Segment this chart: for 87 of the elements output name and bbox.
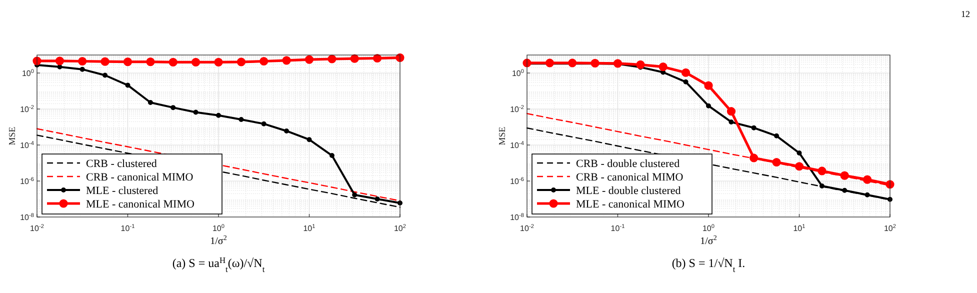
point	[193, 110, 198, 115]
point	[819, 183, 824, 188]
y-axis-title: MSE	[497, 126, 507, 146]
point	[55, 56, 64, 66]
x-tick-label: 10$^{2}$	[394, 224, 406, 233]
y-tick-label: 10$^{0}$	[512, 69, 524, 78]
y-tick-label: 10$^{-8}$	[510, 213, 524, 222]
point	[261, 121, 266, 126]
legend-label: CRB - canonical MIMO	[576, 172, 684, 184]
legend-label: CRB - double clustered	[576, 158, 680, 170]
point	[706, 103, 711, 108]
point	[774, 133, 780, 138]
point	[304, 55, 314, 64]
point	[750, 154, 758, 162]
y-tick-label: 10$^{-2}$	[510, 105, 524, 114]
point	[236, 58, 246, 66]
y-tick-label: 10$^{0}$	[22, 69, 34, 78]
legend-label: MLE - canonical MIMO	[576, 198, 684, 210]
point	[545, 58, 554, 68]
point	[864, 192, 870, 198]
legend-label: MLE - clustered	[86, 185, 159, 197]
point	[328, 54, 336, 64]
point	[170, 105, 176, 110]
x-tick-label: 10$^{-2}$	[520, 224, 534, 233]
point	[683, 79, 688, 84]
text: (b) S = 1/√N$_{t}$ I.	[672, 256, 746, 274]
point	[751, 125, 756, 130]
y-tick-label: 10$^{-2}$	[20, 105, 34, 114]
point	[818, 166, 826, 176]
x-tick-label: 10$^{0}$	[702, 224, 715, 233]
point	[794, 162, 804, 171]
point	[636, 60, 645, 69]
x-tick-label: 10$^{1}$	[793, 224, 806, 233]
point	[726, 107, 736, 116]
point	[796, 150, 802, 156]
point	[100, 57, 110, 66]
point	[306, 137, 312, 142]
point	[282, 56, 291, 65]
point	[214, 58, 223, 66]
x-tick-label: 10$^{-2}$	[30, 224, 44, 233]
point	[568, 58, 577, 68]
y-tick-label: 10$^{-4}$	[510, 141, 524, 150]
point	[260, 56, 268, 66]
point	[80, 66, 85, 72]
point	[329, 153, 334, 158]
legend-label: MLE - canonical MIMO	[86, 198, 194, 210]
legend-label: MLE - double clustered	[576, 185, 682, 197]
y-tick-label: 10$^{-4}$	[20, 141, 34, 150]
x-axis-title: 1/σ$^{2}$	[210, 234, 228, 247]
x-tick-label: 10$^{-1}$	[120, 224, 135, 233]
point	[146, 57, 155, 66]
point	[681, 68, 690, 77]
point	[123, 57, 132, 66]
point	[78, 56, 87, 66]
legend-label: CRB - clustered	[86, 158, 158, 170]
y-axis-title: MSE	[7, 126, 17, 146]
point	[102, 72, 108, 78]
x-tick-label: 10$^{0}$	[212, 224, 225, 233]
point	[350, 54, 359, 63]
point	[216, 112, 221, 118]
point	[238, 117, 244, 122]
point	[862, 175, 872, 184]
point	[284, 128, 290, 134]
x-tick-label: 10$^{1}$	[303, 224, 316, 233]
point	[372, 54, 382, 63]
point	[374, 196, 380, 202]
point	[352, 192, 358, 198]
point	[148, 100, 153, 105]
point	[728, 119, 734, 124]
point	[842, 188, 848, 193]
x-tick-label: 10$^{-1}$	[610, 224, 625, 233]
point	[658, 62, 668, 72]
point	[704, 81, 713, 90]
point	[191, 58, 200, 66]
text: 12	[961, 9, 970, 19]
x-tick-label: 10$^{2}$	[884, 224, 896, 233]
text: (a) S = ua$^{H}$$_{t}$(ω)/√N$_{t}$	[172, 256, 266, 274]
x-axis-title: 1/σ$^{2}$	[700, 234, 718, 247]
point	[772, 158, 781, 167]
point	[168, 58, 178, 66]
y-tick-label: 10$^{-6}$	[20, 177, 34, 186]
y-tick-label: 10$^{-8}$	[20, 213, 34, 222]
point	[590, 58, 600, 68]
point	[840, 171, 849, 180]
point	[125, 82, 130, 88]
legend-label: CRB - canonical MIMO	[86, 172, 194, 184]
y-tick-label: 10$^{-6}$	[510, 177, 524, 186]
